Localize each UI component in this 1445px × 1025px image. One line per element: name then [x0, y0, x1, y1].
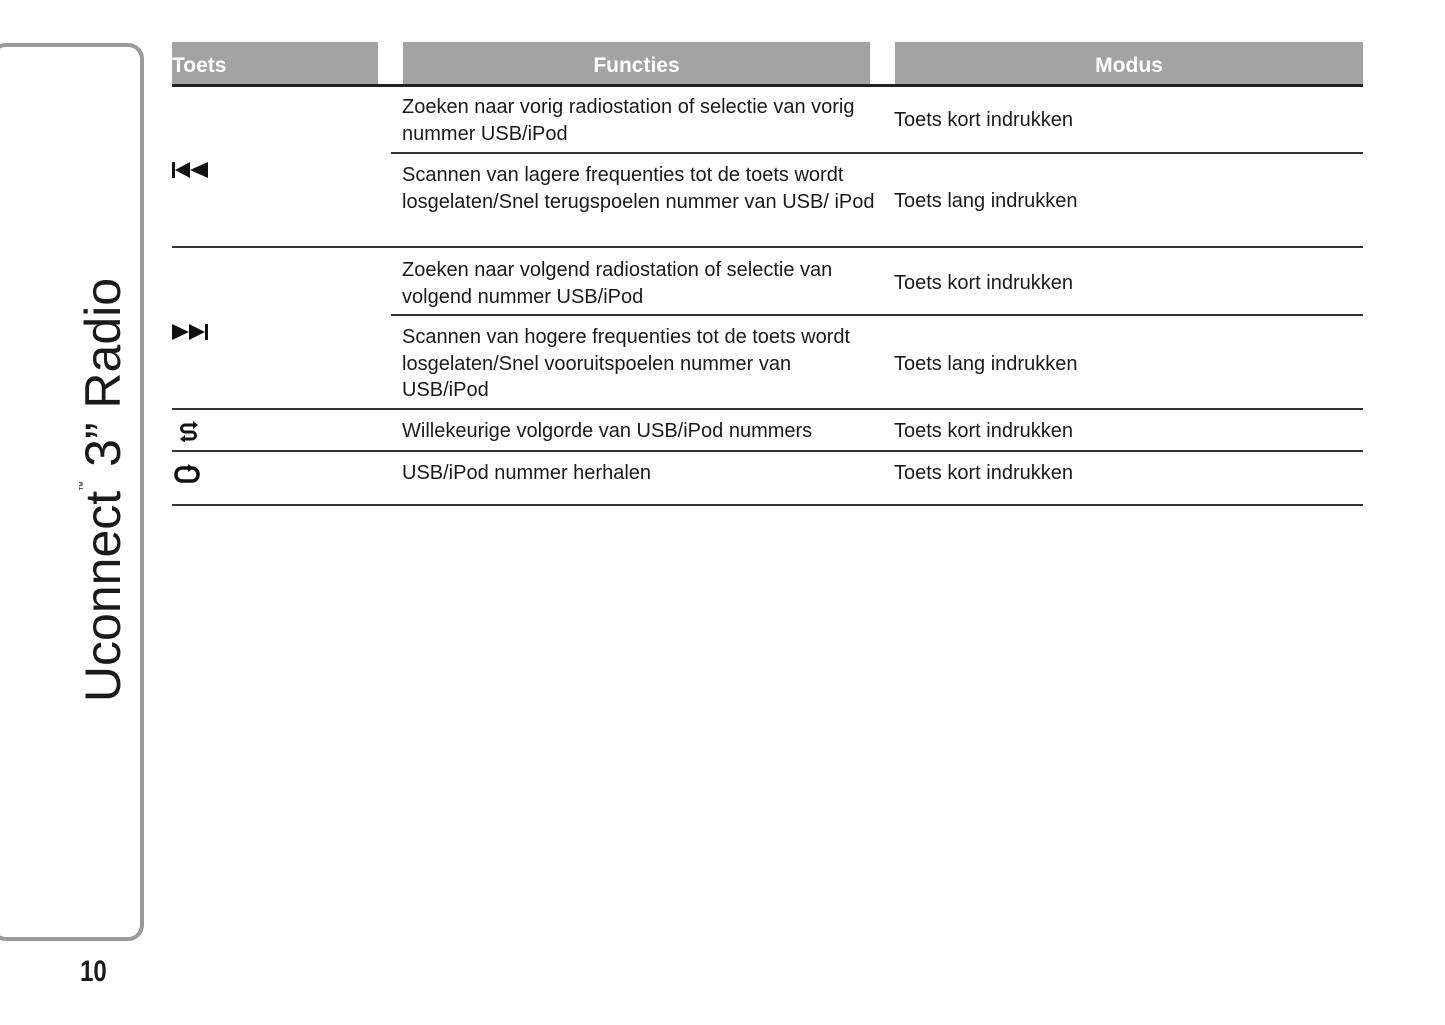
row-divider — [172, 408, 1363, 410]
function-cell: Willekeurige volgorde van USB/iPod numme… — [402, 420, 813, 442]
row-divider — [172, 246, 1363, 248]
function-cell: USB/iPod nummer herhalen — [402, 462, 652, 484]
function-cell: Zoeken naar vorig radiostation of select… — [402, 96, 855, 145]
header-rule — [172, 84, 1363, 87]
mode-cell: Toets kort indrukken — [894, 109, 1073, 131]
header-toets: Toets — [172, 42, 378, 84]
previous-track-icon — [172, 162, 208, 178]
mode-cell: Toets lang indrukken — [894, 353, 1078, 375]
repeat-icon — [174, 464, 200, 483]
function-cell: Scannen van hogere frequenties tot de to… — [402, 326, 851, 401]
header-functies: Functies — [403, 42, 870, 84]
mode-cell: Toets lang indrukken — [894, 190, 1078, 212]
mode-cell: Toets kort indrukken — [894, 420, 1073, 442]
shuffle-icon — [180, 421, 198, 442]
row-divider — [391, 152, 1363, 154]
mode-cell: Toets kort indrukken — [894, 272, 1073, 294]
table-bottom-rule — [172, 504, 1363, 506]
mode-cell: Toets kort indrukken — [894, 462, 1073, 484]
chapter-tab — [0, 43, 144, 941]
function-cell: Scannen van lagere frequenties tot de to… — [402, 164, 875, 213]
header-modus: Modus — [895, 42, 1363, 84]
chapter-title: Uconnect™ 3” Radio — [75, 277, 131, 703]
next-track-icon — [172, 324, 208, 340]
function-cell: Zoeken naar volgend radiostation of sele… — [402, 259, 833, 308]
page-number: 10 — [80, 955, 107, 988]
row-divider — [391, 314, 1363, 316]
row-divider — [172, 450, 1363, 452]
